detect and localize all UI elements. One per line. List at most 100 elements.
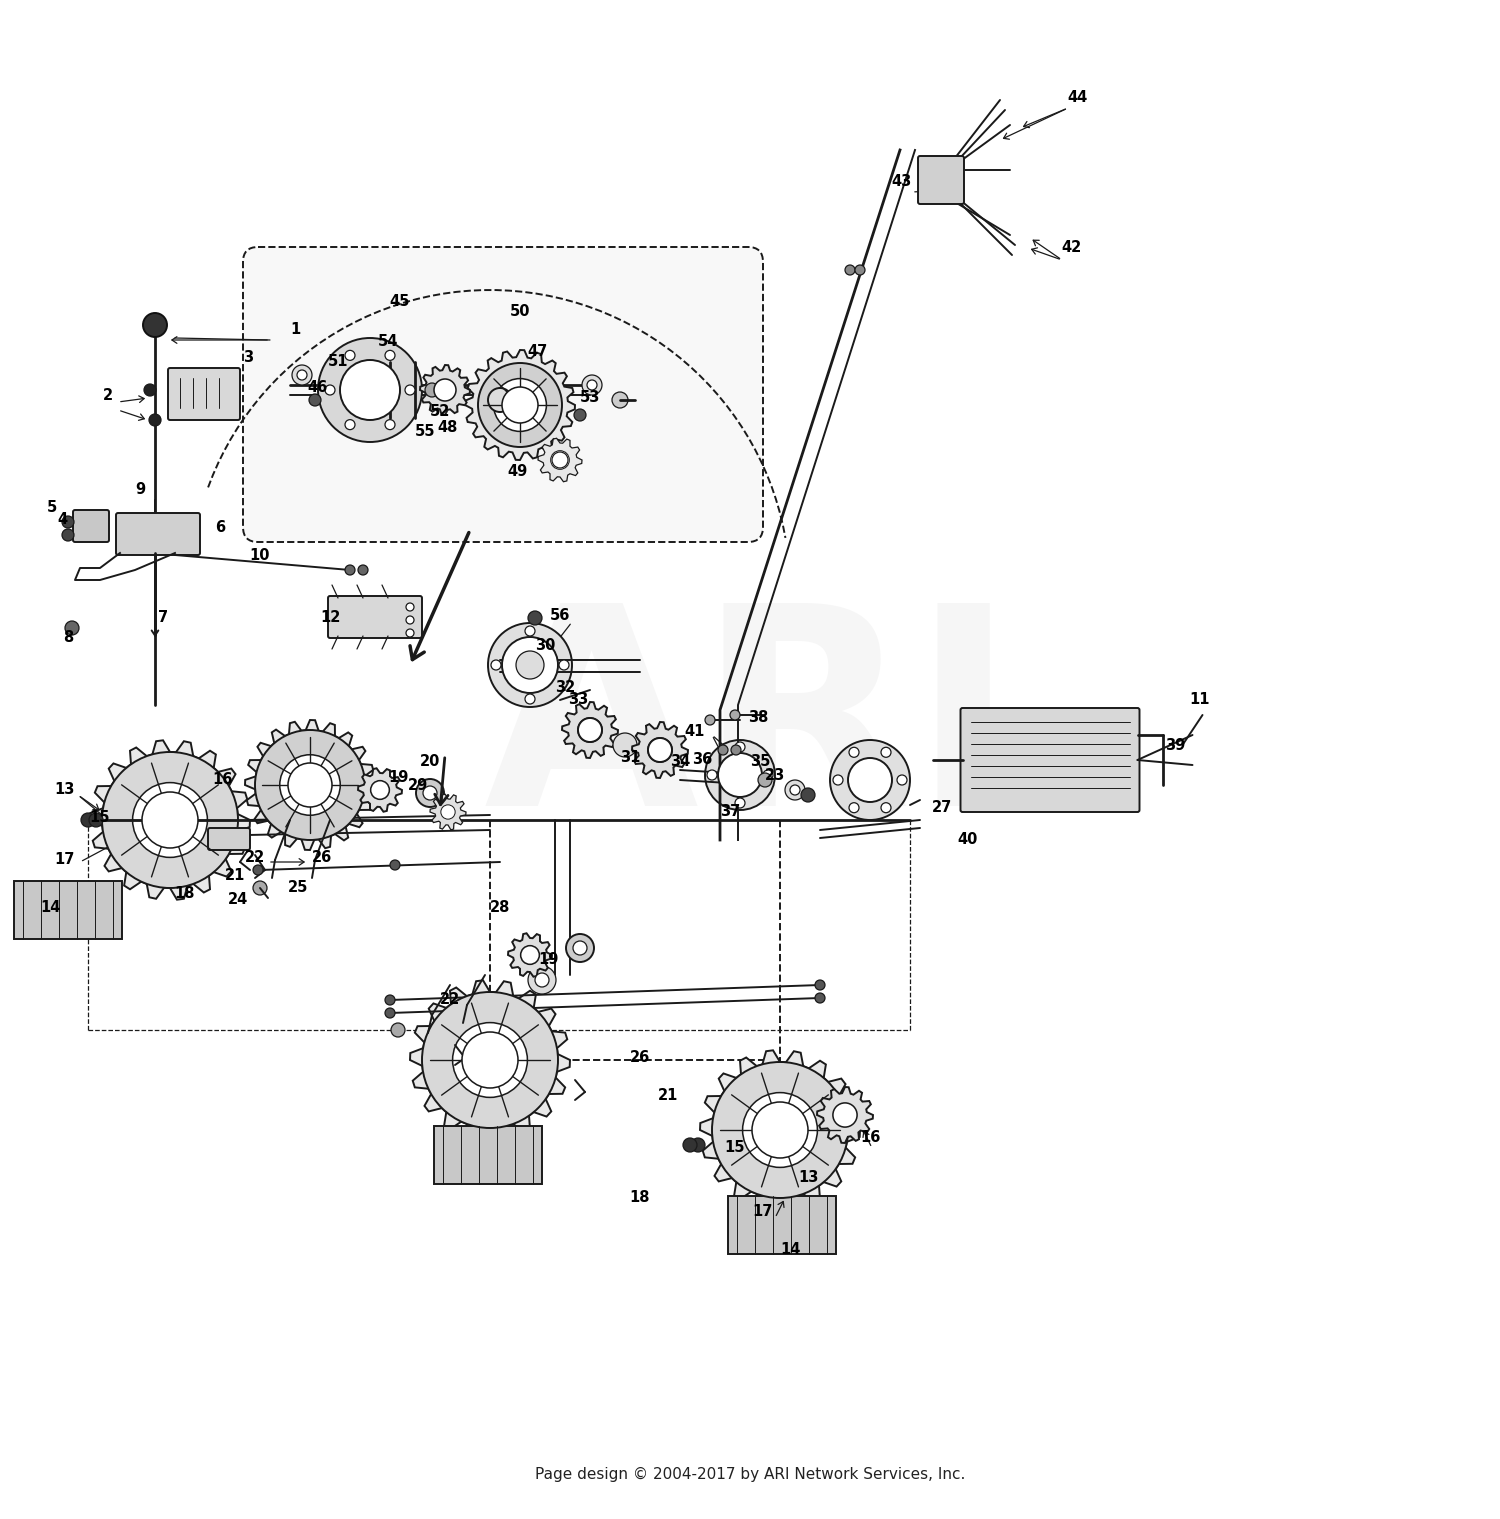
- Text: 42: 42: [1062, 240, 1082, 255]
- Text: 21: 21: [225, 867, 245, 883]
- Text: 20: 20: [420, 755, 440, 770]
- Circle shape: [142, 791, 198, 848]
- Circle shape: [254, 864, 262, 875]
- Text: 35: 35: [750, 755, 770, 770]
- Circle shape: [560, 659, 568, 670]
- Text: 12: 12: [320, 611, 340, 626]
- Circle shape: [525, 694, 536, 703]
- FancyBboxPatch shape: [168, 368, 240, 419]
- Circle shape: [833, 775, 843, 785]
- FancyBboxPatch shape: [728, 1195, 836, 1255]
- Circle shape: [718, 744, 728, 755]
- Circle shape: [490, 659, 501, 670]
- Circle shape: [648, 738, 672, 763]
- Circle shape: [297, 371, 307, 380]
- Text: 19: 19: [538, 952, 558, 968]
- Polygon shape: [358, 769, 402, 811]
- Polygon shape: [509, 933, 552, 977]
- Text: 16: 16: [859, 1130, 880, 1145]
- Circle shape: [406, 617, 414, 624]
- Text: 11: 11: [1190, 693, 1210, 708]
- Text: ARI: ARI: [484, 594, 1016, 864]
- Text: 4: 4: [57, 512, 68, 527]
- Circle shape: [880, 802, 891, 813]
- Circle shape: [416, 779, 444, 807]
- Circle shape: [528, 966, 556, 993]
- Circle shape: [424, 383, 439, 396]
- FancyBboxPatch shape: [74, 510, 110, 542]
- Circle shape: [309, 393, 321, 406]
- Circle shape: [855, 264, 865, 275]
- Text: 41: 41: [686, 725, 705, 740]
- Text: 23: 23: [765, 767, 784, 782]
- Circle shape: [433, 380, 456, 401]
- Text: 21: 21: [658, 1088, 678, 1103]
- Polygon shape: [538, 439, 582, 482]
- Circle shape: [648, 738, 672, 763]
- Text: 22: 22: [440, 992, 460, 1007]
- Circle shape: [847, 758, 892, 802]
- Circle shape: [705, 715, 716, 725]
- Text: 13: 13: [56, 782, 75, 797]
- Circle shape: [833, 1103, 856, 1127]
- Text: 50: 50: [510, 304, 531, 319]
- Circle shape: [801, 788, 814, 802]
- Text: 46: 46: [308, 380, 328, 395]
- Text: 31: 31: [620, 750, 640, 766]
- FancyBboxPatch shape: [918, 156, 964, 204]
- Circle shape: [730, 744, 741, 755]
- Circle shape: [62, 516, 74, 529]
- FancyBboxPatch shape: [116, 513, 200, 554]
- Circle shape: [849, 802, 859, 813]
- Circle shape: [488, 623, 572, 706]
- Circle shape: [550, 451, 570, 469]
- Circle shape: [536, 974, 549, 987]
- Text: 22: 22: [244, 851, 266, 866]
- Text: 10: 10: [249, 547, 270, 562]
- Text: 43: 43: [892, 175, 912, 190]
- Text: 44: 44: [1068, 91, 1088, 105]
- Circle shape: [462, 1031, 518, 1088]
- Circle shape: [566, 934, 594, 962]
- Circle shape: [815, 980, 825, 990]
- Text: 51: 51: [327, 354, 348, 369]
- Circle shape: [148, 415, 160, 425]
- Circle shape: [897, 775, 908, 785]
- Circle shape: [758, 773, 772, 787]
- Circle shape: [64, 621, 80, 635]
- Circle shape: [386, 419, 394, 430]
- Circle shape: [849, 747, 859, 758]
- Text: 49: 49: [509, 465, 528, 480]
- Circle shape: [358, 565, 368, 576]
- Text: 17: 17: [752, 1205, 772, 1220]
- Circle shape: [386, 351, 394, 360]
- Circle shape: [520, 946, 540, 965]
- Circle shape: [88, 813, 104, 826]
- Circle shape: [706, 770, 717, 779]
- Circle shape: [844, 264, 855, 275]
- Text: 18: 18: [630, 1191, 651, 1206]
- Text: 38: 38: [748, 711, 768, 726]
- Circle shape: [422, 992, 558, 1129]
- Circle shape: [790, 785, 800, 794]
- Circle shape: [318, 339, 422, 442]
- Circle shape: [552, 453, 568, 468]
- Circle shape: [494, 378, 546, 431]
- Circle shape: [279, 755, 340, 816]
- Circle shape: [712, 1062, 848, 1198]
- Polygon shape: [465, 349, 574, 460]
- Polygon shape: [420, 365, 470, 415]
- Text: 18: 18: [174, 886, 195, 901]
- Text: 5: 5: [46, 500, 57, 515]
- Circle shape: [880, 747, 891, 758]
- Text: 30: 30: [536, 638, 555, 653]
- Text: Page design © 2004-2017 by ARI Network Services, Inc.: Page design © 2004-2017 by ARI Network S…: [536, 1466, 964, 1481]
- Text: 15: 15: [90, 811, 111, 825]
- Polygon shape: [562, 702, 618, 758]
- Text: 8: 8: [63, 629, 74, 644]
- Polygon shape: [90, 740, 251, 899]
- Circle shape: [288, 763, 332, 807]
- Circle shape: [478, 363, 562, 447]
- Text: 55: 55: [414, 424, 435, 439]
- Circle shape: [586, 380, 597, 390]
